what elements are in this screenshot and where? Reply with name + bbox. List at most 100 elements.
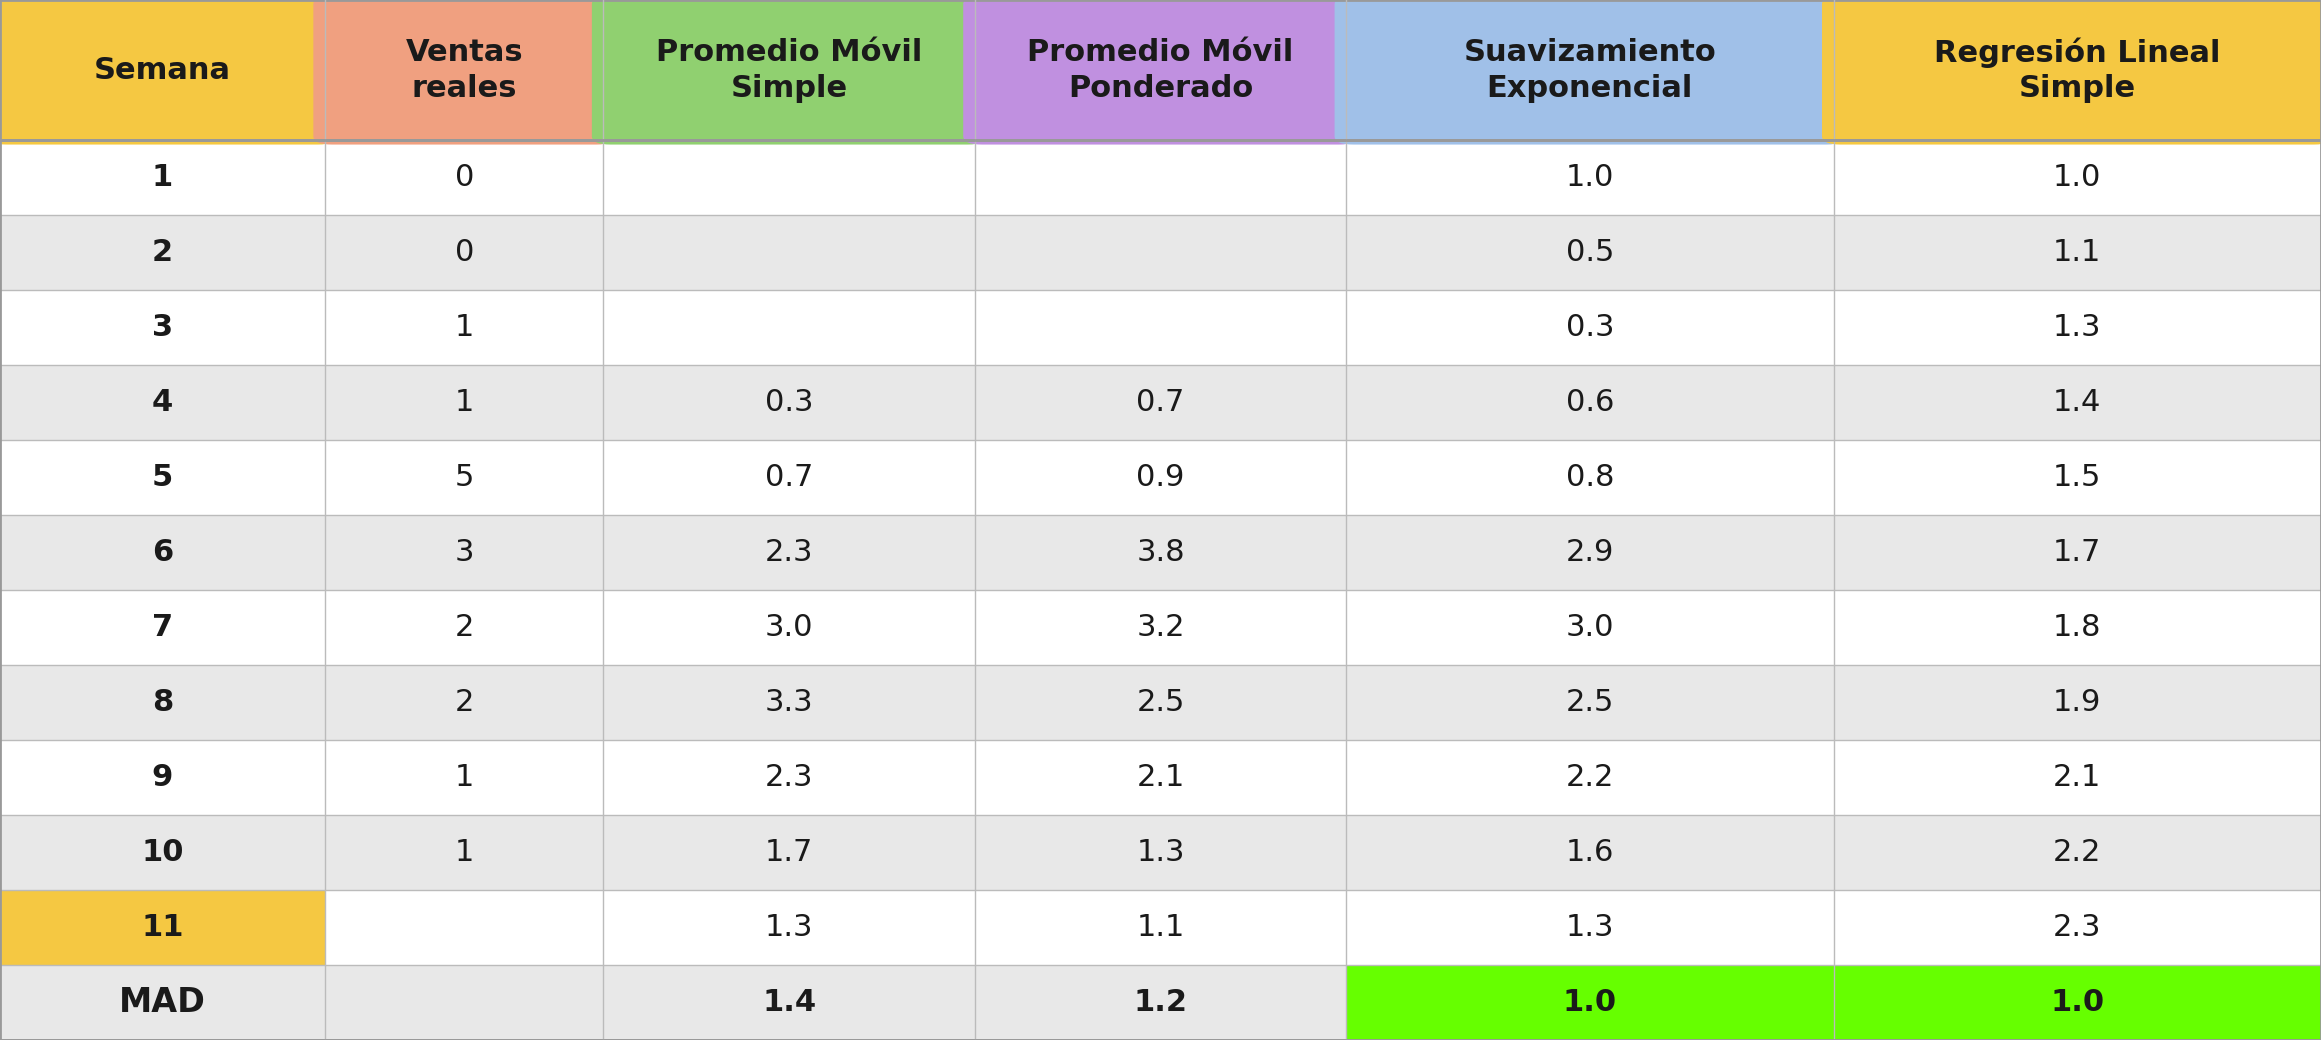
Bar	[603, 440, 975, 515]
FancyBboxPatch shape	[963, 0, 1358, 145]
Bar	[975, 740, 1346, 815]
Bar	[0, 515, 325, 591]
Bar	[1346, 965, 1834, 1040]
Text: 0.8: 0.8	[1567, 463, 1613, 492]
Bar	[0, 591, 325, 666]
Text: MAD: MAD	[118, 986, 207, 1019]
Text: 2.3: 2.3	[766, 539, 812, 567]
Text: 1.1: 1.1	[2054, 238, 2101, 267]
Text: 0.3: 0.3	[1567, 313, 1613, 342]
Text: 2.1: 2.1	[1137, 763, 1184, 792]
Bar	[325, 140, 603, 215]
Text: 3.3: 3.3	[766, 688, 812, 718]
Text: 1.3: 1.3	[1567, 913, 1613, 942]
Bar	[1834, 965, 2321, 1040]
Bar	[603, 965, 975, 1040]
Bar	[603, 591, 975, 666]
Text: 2.3: 2.3	[2054, 913, 2101, 942]
Text: 5: 5	[151, 463, 174, 492]
Bar	[325, 365, 603, 440]
Text: 1.6: 1.6	[1567, 838, 1613, 867]
Bar	[603, 740, 975, 815]
Bar	[1834, 591, 2321, 666]
Text: 1.7: 1.7	[2054, 539, 2101, 567]
Text: 1: 1	[455, 388, 473, 417]
Bar	[1834, 815, 2321, 890]
Text: 0: 0	[455, 163, 473, 192]
Text: 2.1: 2.1	[2054, 763, 2101, 792]
Bar	[325, 290, 603, 365]
Bar	[0, 440, 325, 515]
Text: 1.2: 1.2	[1133, 988, 1188, 1017]
Bar	[1346, 365, 1834, 440]
Text: 1.4: 1.4	[2054, 388, 2101, 417]
Bar	[1346, 890, 1834, 965]
Text: 3: 3	[455, 539, 473, 567]
Text: 8: 8	[151, 688, 174, 718]
Text: Promedio Móvil
Simple: Promedio Móvil Simple	[657, 37, 921, 103]
Text: 3: 3	[151, 313, 174, 342]
Text: 2.5: 2.5	[1567, 688, 1613, 718]
Text: 2.2: 2.2	[2054, 838, 2101, 867]
Text: 1.0: 1.0	[2049, 988, 2105, 1017]
Bar	[325, 815, 603, 890]
Text: Promedio Móvil
Ponderado: Promedio Móvil Ponderado	[1028, 37, 1293, 103]
Text: Semana: Semana	[93, 56, 232, 84]
Bar	[1834, 515, 2321, 591]
Bar	[325, 890, 603, 965]
Bar	[603, 215, 975, 290]
Bar	[603, 815, 975, 890]
Bar	[1346, 666, 1834, 740]
Text: Regresión Lineal
Simple: Regresión Lineal Simple	[1933, 37, 2221, 103]
Text: 1.7: 1.7	[766, 838, 812, 867]
Bar	[325, 515, 603, 591]
Bar	[975, 591, 1346, 666]
Bar	[975, 140, 1346, 215]
Text: 1.3: 1.3	[2054, 313, 2101, 342]
Bar	[1834, 215, 2321, 290]
Text: 6: 6	[151, 539, 174, 567]
Text: 10: 10	[142, 838, 183, 867]
Bar	[325, 440, 603, 515]
FancyBboxPatch shape	[1335, 0, 1845, 145]
Text: 2.2: 2.2	[1567, 763, 1613, 792]
Bar	[1834, 890, 2321, 965]
Bar	[0, 740, 325, 815]
Text: 0.5: 0.5	[1567, 238, 1613, 267]
Bar	[1346, 591, 1834, 666]
Bar	[1346, 815, 1834, 890]
Bar	[1834, 290, 2321, 365]
Bar	[0, 890, 325, 965]
Bar	[603, 365, 975, 440]
Bar	[1346, 290, 1834, 365]
Text: 1.0: 1.0	[1567, 163, 1613, 192]
FancyBboxPatch shape	[592, 0, 986, 145]
Text: 1: 1	[455, 313, 473, 342]
Text: Ventas
reales: Ventas reales	[406, 37, 522, 103]
Text: 11: 11	[142, 913, 183, 942]
Bar	[1834, 140, 2321, 215]
Bar	[975, 215, 1346, 290]
FancyBboxPatch shape	[0, 0, 337, 145]
Bar	[975, 290, 1346, 365]
Bar	[603, 515, 975, 591]
Bar	[325, 666, 603, 740]
Text: 1.3: 1.3	[766, 913, 812, 942]
Bar	[325, 215, 603, 290]
Text: 0.7: 0.7	[1137, 388, 1184, 417]
Text: 2: 2	[455, 614, 473, 642]
Bar	[1834, 440, 2321, 515]
Bar	[0, 290, 325, 365]
Text: 3.0: 3.0	[1567, 614, 1613, 642]
Bar	[325, 965, 603, 1040]
Text: Suavizamiento
Exponencial: Suavizamiento Exponencial	[1465, 37, 1715, 103]
Bar	[975, 515, 1346, 591]
Bar	[975, 815, 1346, 890]
Bar	[1346, 515, 1834, 591]
Text: 1: 1	[455, 838, 473, 867]
Text: 1: 1	[455, 763, 473, 792]
FancyBboxPatch shape	[1822, 0, 2321, 145]
Bar	[975, 890, 1346, 965]
Text: 1.0: 1.0	[1562, 988, 1618, 1017]
Bar	[0, 365, 325, 440]
